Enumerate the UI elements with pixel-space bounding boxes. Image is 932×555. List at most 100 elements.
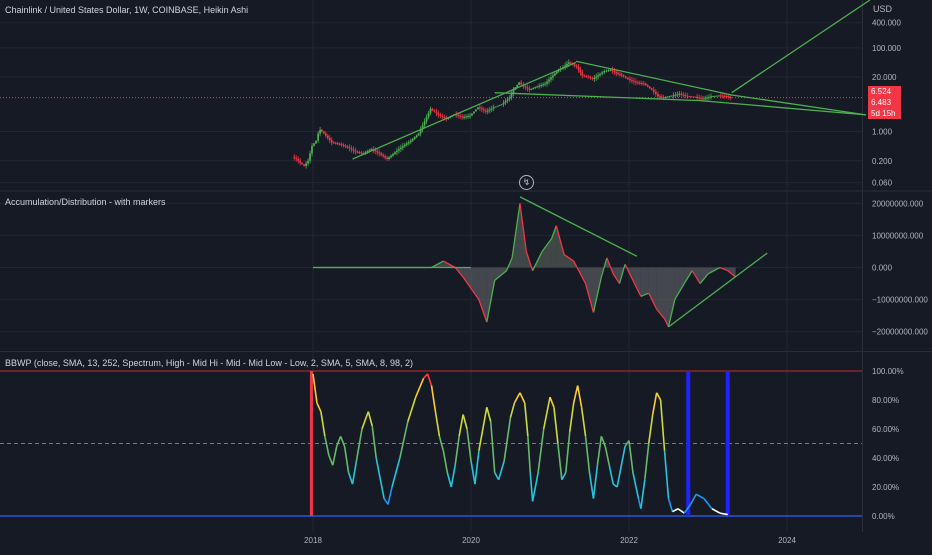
candle-body	[642, 83, 645, 85]
ad-trendline	[519, 196, 638, 257]
bbwp-line-segment	[667, 498, 674, 512]
bbwp-line-segment	[324, 436, 330, 456]
ad-line-segment	[683, 270, 693, 284]
ad-trendline	[668, 252, 768, 328]
candle-body	[678, 93, 681, 95]
candle-body	[502, 102, 505, 105]
candle-body	[577, 66, 580, 70]
ad-area-segment	[632, 267, 641, 297]
candle-body	[388, 157, 390, 160]
bbwp-line-segment	[375, 457, 385, 499]
bbwp-line-segment	[580, 407, 587, 437]
candle-body	[465, 116, 467, 118]
candle-body	[437, 113, 440, 115]
ad-line-segment	[555, 225, 565, 255]
x-tick-label: 2020	[462, 536, 480, 545]
bbwp-y-tick-label: 100.00%	[872, 367, 904, 376]
bbwp-line-segment	[689, 493, 697, 505]
candle-body	[631, 79, 633, 81]
ad-line-segment	[699, 273, 709, 284]
candle-body	[657, 94, 659, 97]
candle-body	[591, 78, 594, 80]
ad-area-segment	[532, 251, 543, 271]
candle-body	[670, 95, 673, 97]
bbwp-line-segment	[531, 472, 539, 502]
bbwp-y-tick-label: 60.00%	[872, 425, 899, 434]
candle-body	[390, 155, 392, 158]
bbwp-line-segment	[355, 428, 363, 462]
candle-body	[439, 114, 442, 116]
candle-body	[532, 88, 535, 90]
candle-body	[573, 64, 576, 66]
lightning-icon[interactable]: ↯	[519, 175, 534, 190]
ad-line-segment	[667, 299, 676, 328]
bbwp-line-segment	[527, 436, 532, 473]
bbwp-line-segment	[557, 443, 563, 480]
candle-body	[528, 88, 531, 90]
bbwp-line-segment	[351, 460, 358, 485]
bbwp-line-segment	[361, 411, 370, 430]
candle-body	[694, 96, 697, 98]
candle-body	[636, 82, 639, 84]
candle-body	[508, 97, 511, 100]
bbwp-line-segment	[387, 486, 393, 505]
candle-body	[567, 62, 570, 64]
candle-body	[486, 110, 489, 112]
candle-body	[504, 100, 507, 103]
countdown-tag: 5d 15h	[868, 108, 901, 119]
candle-body	[342, 144, 345, 146]
bbwp-line-segment	[537, 428, 545, 473]
ad-line-segment	[511, 203, 521, 258]
candle-body	[544, 83, 546, 85]
bbwp-line-segment	[568, 402, 575, 433]
candle-body	[382, 154, 385, 157]
candle-body	[668, 96, 671, 98]
ad-area-segment	[463, 267, 479, 300]
bbwp-line-segment	[632, 472, 640, 499]
ad-line-segment	[632, 280, 642, 297]
ad-area-segment	[664, 267, 669, 327]
candle-body	[307, 160, 309, 164]
candle-body	[575, 65, 578, 67]
candle-body	[368, 150, 371, 152]
candle-body	[405, 143, 408, 145]
bbwp-line-segment	[663, 450, 670, 499]
candle-body	[698, 97, 701, 99]
candle-body	[467, 116, 469, 118]
ad-line-segment	[727, 270, 737, 278]
bbwp-line-segment	[347, 472, 354, 485]
candle-body	[599, 73, 601, 76]
bbwp-extreme-high-bar	[309, 371, 313, 516]
candle-body	[348, 147, 351, 149]
candle-body	[320, 129, 323, 132]
bbwp-line-segment	[509, 402, 516, 418]
candle-body	[723, 95, 726, 97]
candle-body	[429, 108, 432, 114]
bbwp-line-segment	[647, 414, 654, 444]
price-y-tick-label: 400.000	[872, 19, 901, 28]
candle-body	[666, 96, 669, 98]
price-y-tick-label: 20.000	[872, 73, 897, 82]
candle-body	[384, 156, 386, 158]
candle-body	[548, 79, 550, 82]
candle-body	[498, 105, 501, 107]
candle-body	[360, 152, 363, 154]
ad-line-segment	[462, 276, 480, 300]
candle-body	[461, 116, 464, 118]
candle-body	[471, 113, 473, 116]
ad-line-segment	[478, 299, 488, 323]
candle-body	[727, 96, 730, 98]
candle-body	[512, 89, 515, 94]
ad-area-segment	[668, 267, 675, 327]
candle-body	[478, 107, 481, 109]
candle-body	[624, 76, 627, 78]
bbwp-line-segment	[493, 472, 500, 481]
candle-body	[597, 75, 599, 77]
candle-body	[441, 115, 444, 117]
candle-body	[638, 82, 641, 84]
bbwp-line-segment	[442, 450, 449, 473]
ad-area-segment	[478, 267, 487, 323]
candle-body	[346, 146, 349, 148]
